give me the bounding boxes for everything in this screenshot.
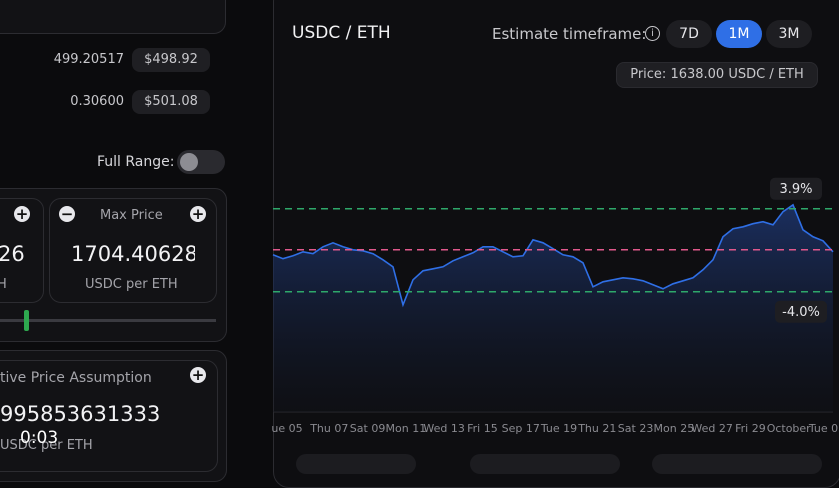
top-card bbox=[0, 0, 226, 34]
x-tick-label: Sep 17 bbox=[502, 422, 540, 435]
x-tick-label: Sat 09 bbox=[350, 422, 386, 435]
amount: 0.30600 bbox=[70, 94, 124, 109]
assumption-title: tive Price Assumption bbox=[0, 370, 152, 386]
x-tick-label: Thu 07 bbox=[309, 422, 348, 435]
range-label-box bbox=[770, 177, 822, 200]
x-tick-label: Mon 11 bbox=[386, 422, 427, 435]
x-tick-label: ue 05 bbox=[271, 422, 302, 435]
min-price-value: 26 bbox=[0, 242, 25, 266]
toggle-knob bbox=[180, 153, 198, 171]
increase-button[interactable]: + bbox=[190, 205, 206, 223]
max-price-value: 1704.406288 bbox=[71, 242, 195, 266]
range-label-box bbox=[775, 300, 827, 323]
assumption-unit: USDC per ETH bbox=[0, 438, 93, 453]
chart-title: USDC / ETH bbox=[292, 23, 391, 43]
range-label: 3.9% bbox=[779, 182, 812, 197]
video-timestamp: 0:03 bbox=[20, 428, 59, 448]
full-range-label: Full Range: bbox=[97, 154, 175, 170]
timeframe-button[interactable]: 3M bbox=[766, 20, 812, 48]
decrease-button[interactable]: − bbox=[59, 205, 75, 223]
amount: 499.20517 bbox=[53, 52, 124, 67]
increase-button[interactable]: + bbox=[190, 366, 206, 384]
x-tick-label: Fri 29 bbox=[735, 422, 766, 435]
min-price-unit: H bbox=[0, 277, 7, 292]
increase-button[interactable]: + bbox=[14, 205, 30, 223]
bottom-pill bbox=[652, 454, 822, 474]
timeframe-label: Estimate timeframe: bbox=[492, 25, 647, 43]
x-tick-label: Thu 21 bbox=[577, 422, 616, 435]
x-tick-label: Tue 19 bbox=[540, 422, 577, 435]
full-range-toggle[interactable] bbox=[177, 150, 225, 174]
max-price-box bbox=[49, 198, 217, 303]
timeframe-button[interactable]: 7D bbox=[666, 20, 712, 48]
usd-value: $498.92 bbox=[132, 48, 210, 72]
timeframe-button[interactable]: 1M bbox=[716, 20, 762, 48]
max-price-title: Max Price bbox=[100, 208, 163, 223]
x-tick-label: Wed 27 bbox=[691, 422, 732, 435]
range-label: -4.0% bbox=[782, 305, 820, 320]
x-tick-label: Tue 03 bbox=[808, 422, 839, 435]
x-tick-label: Fri 15 bbox=[467, 422, 498, 435]
assumption-box bbox=[0, 360, 218, 472]
x-tick-label: Mon 25 bbox=[654, 422, 695, 435]
range-slider-track bbox=[0, 319, 216, 322]
max-price-unit: USDC per ETH bbox=[85, 277, 178, 292]
bottom-pill bbox=[470, 454, 620, 474]
price-line bbox=[272, 203, 834, 308]
assumption-value: 995853631333 bbox=[0, 402, 161, 426]
info-icon[interactable]: i bbox=[645, 26, 660, 41]
x-tick-label: Sat 23 bbox=[618, 422, 654, 435]
x-tick-label: Wed 13 bbox=[423, 422, 464, 435]
bottom-pill bbox=[296, 454, 416, 474]
usd-value: $501.08 bbox=[132, 90, 210, 114]
area-fill bbox=[273, 204, 833, 412]
x-tick-label: October bbox=[767, 422, 811, 435]
min-price-box bbox=[0, 198, 44, 303]
price-label: Price: 1638.00 USDC / ETH bbox=[616, 62, 818, 88]
range-slider-handle[interactable] bbox=[24, 310, 29, 331]
